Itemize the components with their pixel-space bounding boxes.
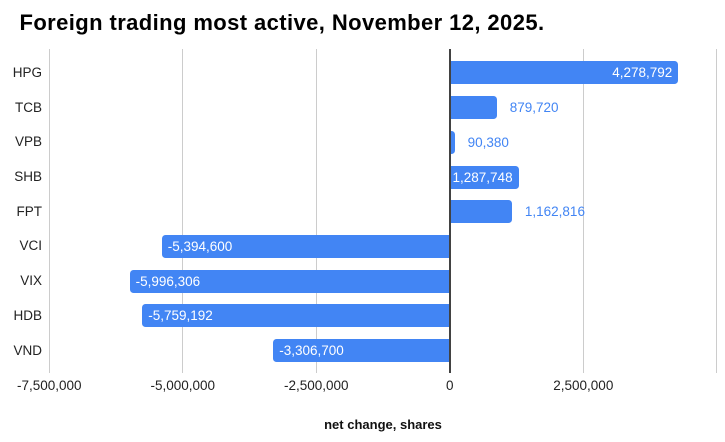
- bar-value-label-shb: 1,287,748: [452, 169, 513, 185]
- bar-shb: [449, 165, 519, 189]
- bar-value-label-tcb: 879,720: [509, 100, 559, 116]
- bar-hpg: [449, 61, 679, 85]
- category-label-hdb: HDB: [13, 307, 42, 323]
- category-label-tcb: TCB: [15, 99, 42, 115]
- gridline: [582, 49, 584, 373]
- category-label-shb: SHB: [14, 169, 42, 185]
- x-axis-title: net change, shares: [324, 417, 442, 432]
- bar-vix: [129, 269, 450, 293]
- category-label-hpg: HPG: [12, 64, 42, 80]
- gridline: [716, 49, 718, 373]
- gridline: [315, 49, 317, 373]
- x-tick-label: 2,500,000: [553, 378, 614, 393]
- bar-value-label-vci: -5,394,600: [167, 238, 233, 254]
- category-label-vnd: VND: [13, 342, 42, 358]
- bar-vnd: [273, 339, 450, 363]
- x-tick-label: -2,500,000: [284, 378, 349, 393]
- bar-value-label-vix: -5,996,306: [135, 273, 201, 289]
- bar-value-label-hpg: 4,278,792: [612, 65, 673, 81]
- gridline: [182, 49, 184, 373]
- bar-tcb: [449, 96, 497, 120]
- category-label-fpt: FPT: [16, 203, 43, 219]
- x-tick-label: 0: [446, 378, 454, 393]
- chart-title: Foreign trading most active, November 12…: [19, 9, 545, 35]
- category-label-vpb: VPB: [14, 134, 42, 150]
- bar-hdb: [142, 304, 450, 328]
- bar-value-label-vnd: -3,306,700: [279, 343, 344, 359]
- bar-fpt: [449, 200, 512, 224]
- bar-value-label-hdb: -5,759,192: [148, 308, 213, 324]
- x-tick-label: -7,500,000: [17, 378, 82, 393]
- category-label-vix: VIX: [20, 273, 42, 289]
- bar-value-label-fpt: 1,162,816: [524, 204, 585, 220]
- bar-vci: [161, 234, 450, 258]
- category-label-vci: VCI: [19, 238, 42, 254]
- bar-value-label-vpb: 90,380: [467, 134, 509, 150]
- zero-baseline: [448, 49, 451, 373]
- gridline: [48, 49, 50, 373]
- bar-vpb: [449, 130, 455, 154]
- x-tick-label: -5,000,000: [150, 378, 216, 393]
